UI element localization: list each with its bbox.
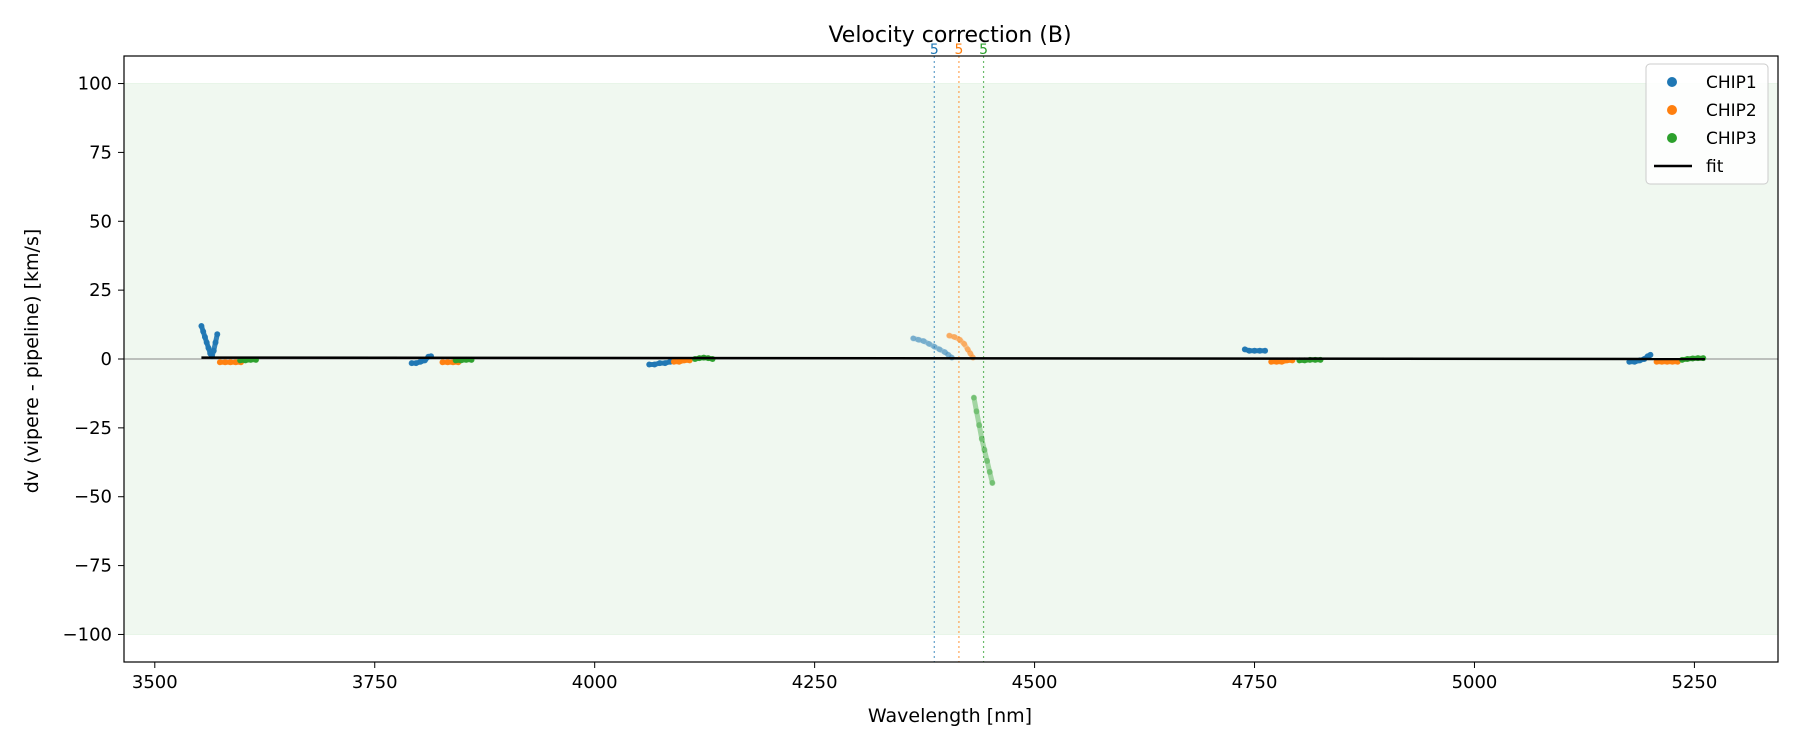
data-point bbox=[910, 335, 917, 342]
data-point bbox=[984, 457, 991, 464]
x-tick-label: 5250 bbox=[1672, 672, 1718, 693]
data-point bbox=[956, 336, 963, 343]
data-point bbox=[981, 446, 988, 453]
data-point bbox=[941, 349, 948, 356]
data-point bbox=[973, 408, 980, 415]
data-point bbox=[970, 394, 977, 401]
legend: CHIP1 CHIP2 CHIP3 fit bbox=[1645, 63, 1769, 185]
y-tick-label: 100 bbox=[78, 74, 112, 95]
data-point bbox=[1278, 358, 1285, 365]
marker-label: 5 bbox=[979, 42, 988, 58]
data-point bbox=[200, 328, 207, 335]
legend-label: CHIP1 bbox=[1706, 73, 1757, 93]
y-tick-label: −100 bbox=[63, 624, 112, 645]
data-point bbox=[222, 359, 229, 366]
legend-marker-chip3 bbox=[1667, 133, 1677, 143]
x-tick-label: 4000 bbox=[572, 672, 618, 693]
data-point bbox=[198, 322, 205, 329]
legend-label: fit bbox=[1706, 157, 1724, 177]
x-tick-label: 4250 bbox=[792, 672, 838, 693]
data-point bbox=[1262, 347, 1269, 354]
x-tick-label: 3500 bbox=[132, 672, 178, 693]
legend-marker-chip2 bbox=[1667, 105, 1677, 115]
series-chip3-segment bbox=[971, 395, 995, 486]
data-point bbox=[976, 422, 983, 429]
x-tick-label: 4500 bbox=[1012, 672, 1058, 693]
data-point bbox=[227, 359, 234, 366]
data-point bbox=[444, 359, 451, 366]
y-tick-label: 75 bbox=[89, 142, 112, 163]
legend-label: CHIP2 bbox=[1706, 101, 1757, 121]
data-point bbox=[946, 332, 953, 339]
data-point bbox=[926, 340, 933, 347]
data-point bbox=[1631, 358, 1638, 365]
marker-label: 5 bbox=[930, 42, 939, 58]
data-point bbox=[1273, 358, 1280, 365]
data-point bbox=[210, 347, 217, 354]
data-point bbox=[1626, 358, 1633, 365]
data-point bbox=[915, 336, 922, 343]
x-tick-label: 4750 bbox=[1232, 672, 1278, 693]
x-tick-label: 5000 bbox=[1452, 672, 1498, 693]
data-point bbox=[201, 333, 208, 340]
data-point bbox=[216, 359, 223, 366]
data-point bbox=[978, 435, 985, 442]
y-tick-label: −75 bbox=[74, 556, 112, 577]
legend-box bbox=[1645, 63, 1769, 185]
data-point bbox=[670, 358, 677, 365]
data-point bbox=[1246, 347, 1253, 354]
data-point bbox=[1664, 358, 1671, 365]
y-tick-label: −50 bbox=[74, 487, 112, 508]
data-point bbox=[1669, 358, 1676, 365]
data-point bbox=[931, 343, 938, 350]
data-point bbox=[961, 340, 968, 347]
data-point bbox=[439, 359, 446, 366]
data-point bbox=[212, 339, 219, 346]
data-point bbox=[951, 333, 958, 340]
data-point bbox=[1251, 347, 1258, 354]
data-point bbox=[205, 344, 212, 351]
data-point bbox=[1256, 347, 1263, 354]
data-point bbox=[214, 331, 221, 338]
data-point bbox=[676, 358, 683, 365]
data-point bbox=[989, 479, 996, 486]
chart-title: Velocity correction (B) bbox=[828, 23, 1071, 48]
data-point bbox=[203, 339, 210, 346]
data-point bbox=[1653, 358, 1660, 365]
fit-line bbox=[201, 356, 1705, 361]
data-point bbox=[408, 360, 415, 367]
y-axis-label: dv (vipere - pipeline) [km/s] bbox=[21, 229, 43, 494]
data-point bbox=[967, 350, 974, 357]
x-axis-label: Wavelength [nm] bbox=[868, 705, 1032, 727]
legend-marker-chip1 bbox=[1667, 77, 1677, 87]
data-point bbox=[936, 346, 943, 353]
data-point bbox=[1647, 351, 1654, 358]
data-point bbox=[656, 360, 663, 367]
data-point bbox=[964, 346, 971, 353]
marker-label: 5 bbox=[954, 42, 963, 58]
series-chip1-segment bbox=[910, 335, 955, 361]
data-point bbox=[920, 338, 927, 345]
y-tick-label: 50 bbox=[89, 211, 112, 232]
legend-label: CHIP3 bbox=[1706, 129, 1757, 149]
data-point bbox=[662, 360, 669, 367]
data-point bbox=[986, 468, 993, 475]
data-point bbox=[651, 361, 658, 368]
data-point bbox=[1268, 358, 1275, 365]
x-tick-label: 3750 bbox=[352, 672, 398, 693]
y-tick-label: 0 bbox=[101, 349, 112, 370]
data-point bbox=[945, 351, 952, 358]
data-point bbox=[646, 361, 653, 368]
y-tick-label: 25 bbox=[89, 280, 112, 301]
series-chip2-segment bbox=[946, 333, 976, 361]
y-tick-label: −25 bbox=[74, 418, 112, 439]
data-point bbox=[1658, 358, 1665, 365]
